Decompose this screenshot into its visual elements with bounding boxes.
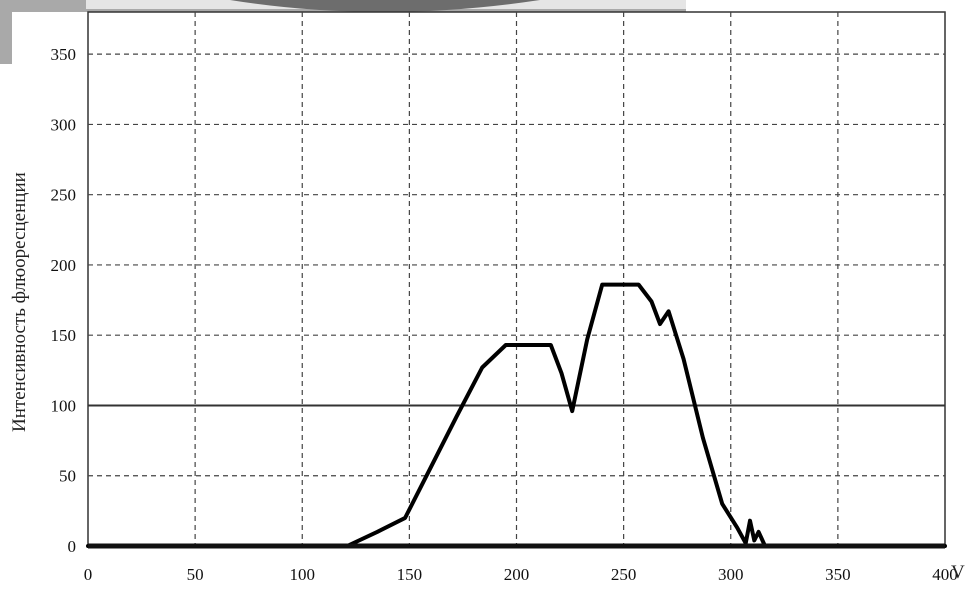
x-tick-label: 50 — [187, 565, 204, 584]
y-axis-ticks: 0 50 100 150 200 250 300 350 — [51, 45, 77, 556]
y-tick-label: 100 — [51, 396, 77, 415]
x-tick-label: 250 — [611, 565, 637, 584]
series-line-0 — [86, 282, 947, 548]
scan-banner-left — [0, 0, 12, 64]
y-tick-label: 300 — [51, 115, 77, 134]
y-tick-label: 250 — [51, 186, 77, 205]
y-tick-label: 0 — [68, 537, 77, 556]
scan-shadow — [230, 0, 540, 12]
grid — [88, 12, 946, 546]
x-tick-label: 300 — [718, 565, 744, 584]
y-tick-label: 200 — [51, 256, 77, 275]
y-tick-label: 350 — [51, 45, 77, 64]
y-tick-label: 50 — [59, 467, 76, 486]
y-tick-label: 150 — [51, 326, 77, 345]
x-tick-label: 400 — [932, 565, 958, 584]
x-tick-label: 350 — [825, 565, 851, 584]
x-tick-label: 200 — [504, 565, 530, 584]
x-tick-label: 150 — [397, 565, 423, 584]
y-axis-title: Интенсивность флюоресценции — [9, 172, 30, 432]
x-tick-label: 100 — [290, 565, 316, 584]
x-axis-title: V — [951, 562, 965, 583]
x-axis-ticks: 0 50 100 150 200 250 300 350 400 — [84, 565, 958, 584]
x-tick-label: 0 — [84, 565, 93, 584]
series-layer — [86, 282, 947, 548]
